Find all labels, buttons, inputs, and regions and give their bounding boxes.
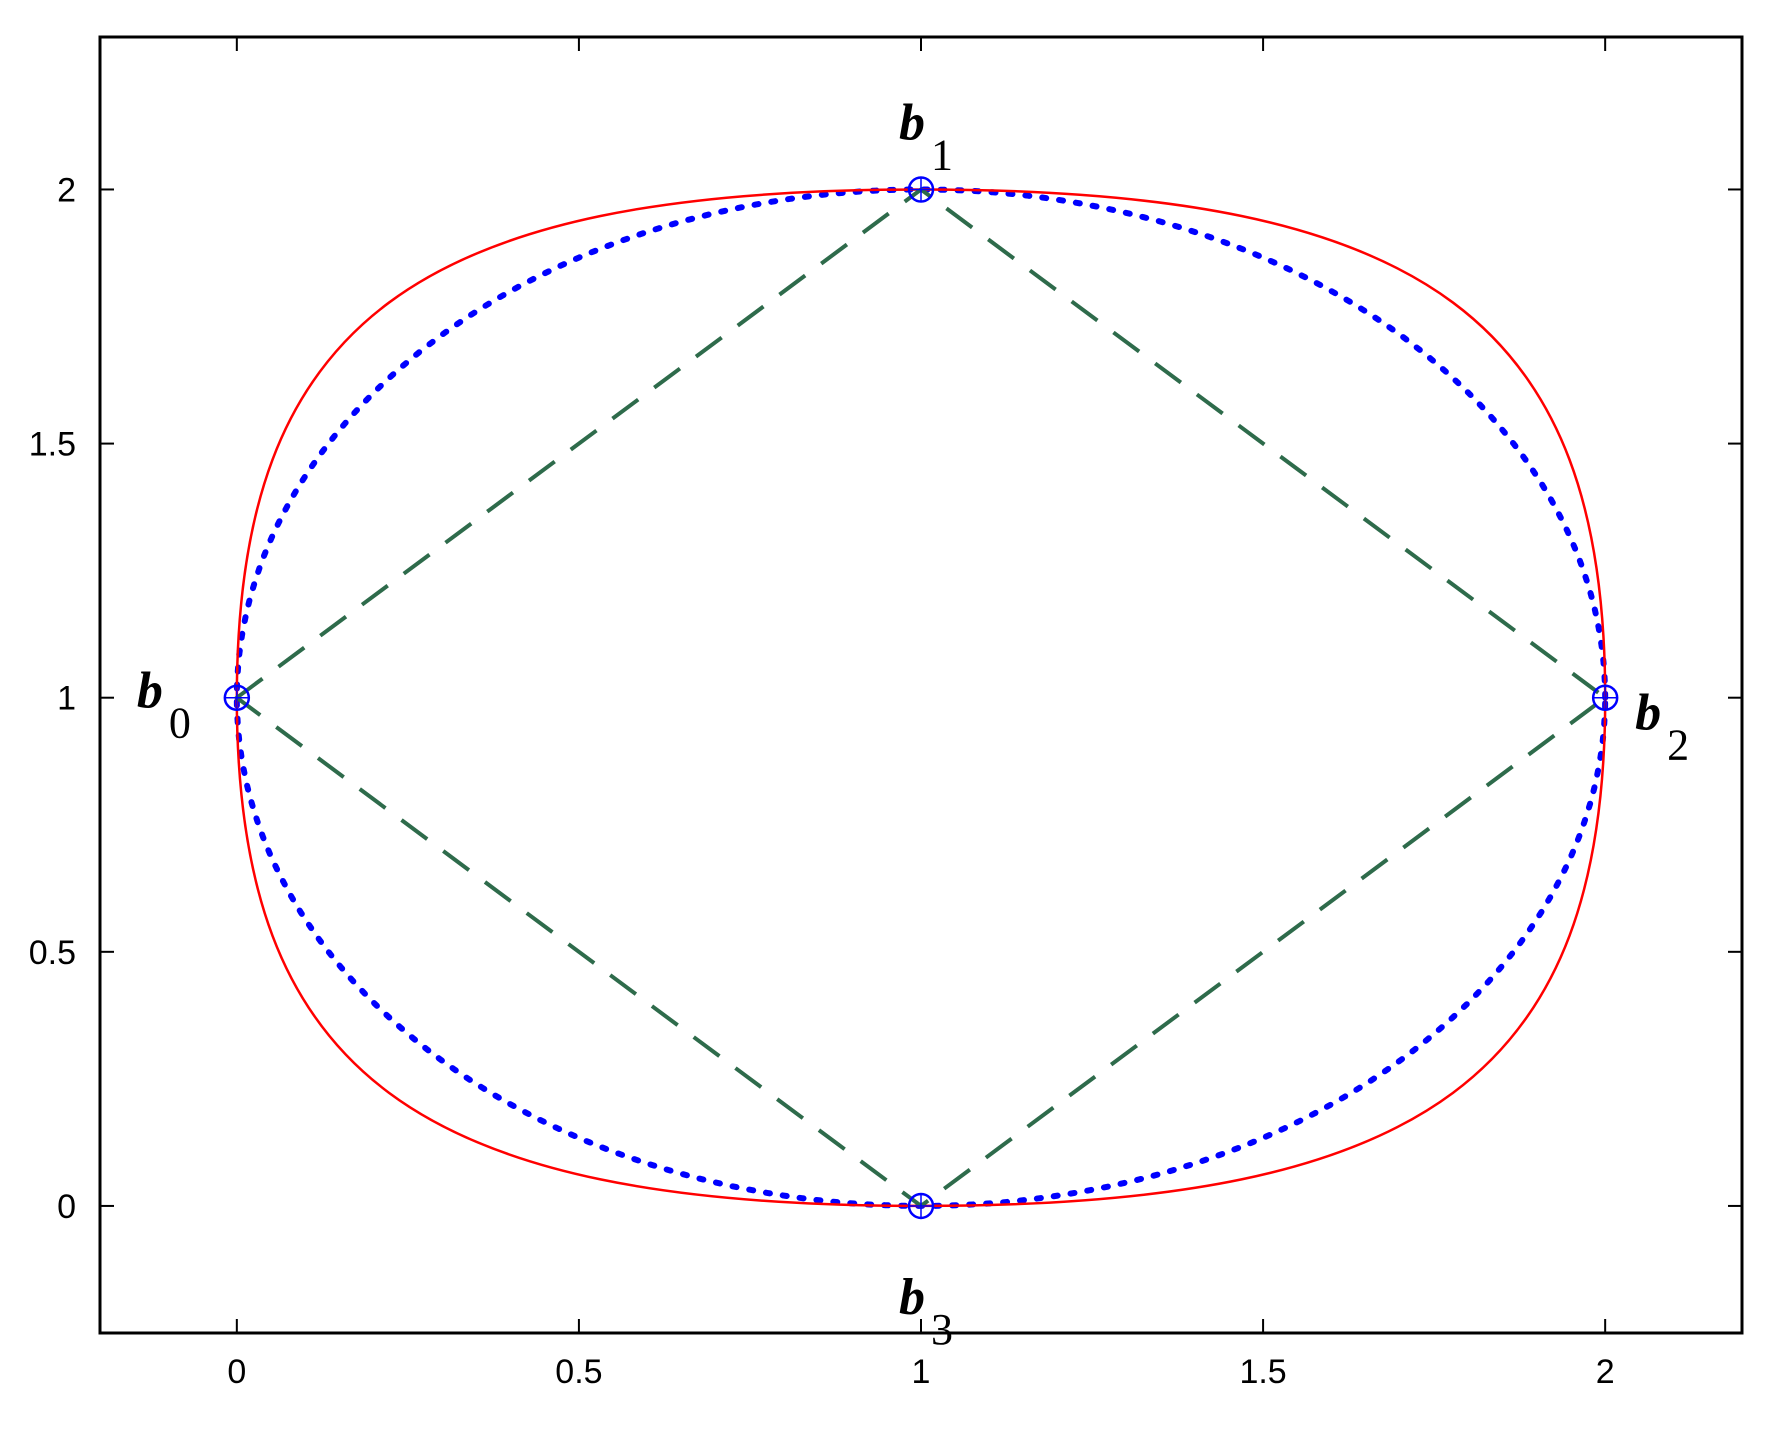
y-tick-label: 0 xyxy=(57,1188,76,1226)
y-tick-label: 1.5 xyxy=(29,426,76,464)
y-tick-label: 1 xyxy=(57,680,76,718)
control-point-label: b xyxy=(1635,685,1661,742)
control-point-label-sub: 2 xyxy=(1667,721,1689,770)
x-tick-label: 1.5 xyxy=(1239,1353,1286,1391)
plot-frame xyxy=(98,35,1744,1335)
control-point-label-sub: 1 xyxy=(931,130,953,179)
control-point-label: b xyxy=(137,663,163,720)
control-point-label: b xyxy=(899,94,925,151)
control-point-label-sub: 3 xyxy=(931,1305,953,1354)
x-tick-label: 0.5 xyxy=(555,1353,602,1391)
control-point-label-sub: 0 xyxy=(169,699,191,748)
y-tick-label: 2 xyxy=(57,171,76,209)
control-point-label: b xyxy=(899,1269,925,1326)
x-tick-label: 1 xyxy=(912,1353,931,1391)
x-tick-label: 2 xyxy=(1596,1353,1615,1391)
y-tick-label: 0.5 xyxy=(29,934,76,972)
x-tick-label: 0 xyxy=(227,1353,246,1391)
